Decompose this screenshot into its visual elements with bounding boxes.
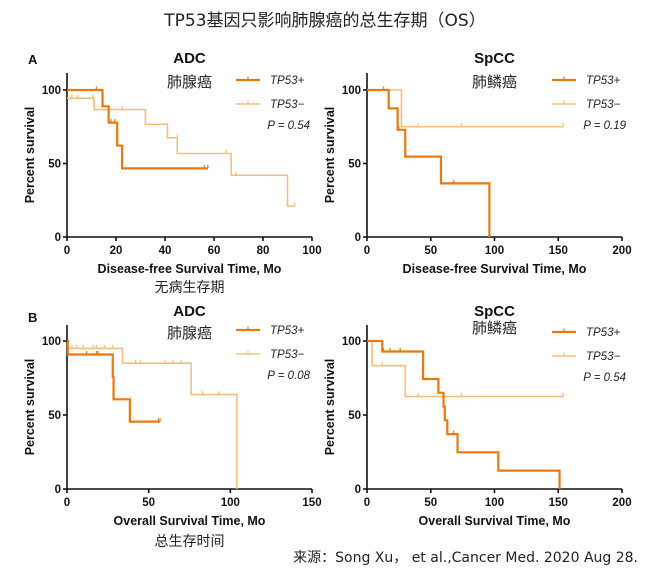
y-axis-label: Percent survival	[23, 107, 37, 204]
y-tick-label: 100	[42, 85, 61, 97]
x-tick-label: 100	[485, 497, 504, 509]
chart-title: SpCC	[474, 303, 515, 320]
chart-title: ADC	[173, 303, 206, 320]
x-tick-label: 200	[612, 245, 631, 257]
y-axis-label: Percent survival	[323, 359, 337, 456]
x-tick-label: 0	[64, 245, 70, 257]
y-tick-label: 0	[55, 484, 61, 496]
x-tick-label: 50	[424, 245, 437, 257]
chart-panel-1: A ADC 肺腺癌 0 50 100 0 20 40 60 80 100 Disease-free Su…	[23, 50, 322, 296]
legend-label-tp53-pos: TP53+	[586, 327, 620, 339]
x-axis-label: Overall Survival Time, Mo	[114, 514, 266, 528]
chart-subtitle: 肺鳞癌	[472, 319, 517, 337]
y-tick-label: 50	[48, 410, 61, 422]
x-tick-label: 150	[549, 497, 568, 509]
x-tick-label: 50	[142, 497, 155, 509]
survival-curve-tp53-pos	[367, 339, 561, 489]
x-tick-label: 100	[221, 497, 240, 509]
survival-curve-tp53-neg	[67, 340, 238, 489]
survival-curve-tp53-neg	[367, 340, 564, 398]
x-tick-label: 0	[364, 497, 370, 509]
figure-title: TP53基因只影响肺腺癌的总生存期（OS）	[164, 11, 486, 31]
survival-curve-tp53-pos	[66, 339, 161, 423]
x-axis-label: Overall Survival Time, Mo	[419, 514, 571, 528]
y-tick-label: 0	[355, 484, 361, 496]
p-value: P = 0.54	[267, 120, 310, 132]
legend: TP53+ TP53− P = 0.19	[552, 75, 627, 132]
x-tick-label: 100	[302, 245, 321, 257]
x-tick-label: 0	[64, 497, 70, 509]
chart-subtitle: 肺腺癌	[167, 73, 212, 91]
survival-curve-tp53-neg	[67, 97, 295, 207]
legend-label-tp53-neg: TP53−	[270, 99, 304, 111]
y-axis-label: Percent survival	[23, 359, 37, 456]
x-tick-label: 50	[424, 497, 437, 509]
legend-label-tp53-neg: TP53−	[270, 349, 304, 361]
x-tick-label: 40	[159, 245, 172, 257]
chart-panel-3: B ADC 肺腺癌 0 50 100 0 50 100 150 Overall Survival T…	[23, 303, 322, 550]
panel-letter: A	[28, 52, 38, 67]
chart-subtitle: 肺鳞癌	[472, 73, 517, 91]
chart-title: ADC	[173, 50, 206, 67]
x-axis-label-cn: 总生存时间	[155, 534, 225, 550]
x-axis-label-cn: 无病生存期	[155, 280, 225, 296]
legend: TP53+ TP53− P = 0.54	[236, 75, 310, 132]
legend-label-tp53-pos: TP53+	[270, 75, 304, 87]
x-axis-label: Disease-free Survival Time, Mo	[403, 262, 587, 276]
x-tick-label: 0	[364, 245, 370, 257]
source-citation: 来源：Song Xu， et al.,Cancer Med. 2020 Aug …	[293, 550, 638, 566]
legend-label-tp53-neg: TP53−	[586, 99, 620, 111]
legend-label-tp53-neg: TP53−	[586, 351, 620, 363]
y-tick-label: 50	[48, 159, 61, 171]
x-tick-label: 200	[612, 497, 631, 509]
y-tick-label: 100	[342, 336, 361, 348]
x-tick-label: 60	[208, 245, 221, 257]
legend-label-tp53-pos: TP53+	[270, 325, 304, 337]
y-axis-label: Percent survival	[323, 107, 337, 204]
survival-curve-tp53-pos	[367, 88, 491, 237]
x-tick-label: 100	[485, 245, 504, 257]
x-tick-label: 150	[549, 245, 568, 257]
x-tick-label: 150	[302, 497, 321, 509]
y-tick-label: 50	[348, 410, 361, 422]
y-tick-label: 100	[42, 336, 61, 348]
p-value: P = 0.08	[267, 370, 310, 382]
legend: TP53+ TP53− P = 0.54	[552, 327, 626, 384]
y-tick-label: 0	[355, 232, 361, 244]
chart-panel-2: SpCC 肺鳞癌 0 50 100 0 50 100 150 200 Disease-free Su…	[323, 50, 632, 276]
x-tick-label: 20	[110, 245, 123, 257]
x-tick-label: 80	[257, 245, 270, 257]
chart-title: SpCC	[474, 50, 515, 67]
survival-curve-tp53-pos	[67, 88, 208, 170]
p-value: P = 0.19	[583, 120, 626, 132]
y-tick-label: 50	[348, 159, 361, 171]
legend-label-tp53-pos: TP53+	[586, 75, 620, 87]
chart-subtitle: 肺腺癌	[167, 324, 212, 342]
p-value: P = 0.54	[583, 372, 626, 384]
legend: TP53+ TP53− P = 0.08	[236, 325, 311, 382]
x-axis-label: Disease-free Survival Time, Mo	[98, 262, 282, 276]
y-tick-label: 0	[55, 232, 61, 244]
panel-letter: B	[28, 310, 37, 325]
y-tick-label: 100	[342, 85, 361, 97]
